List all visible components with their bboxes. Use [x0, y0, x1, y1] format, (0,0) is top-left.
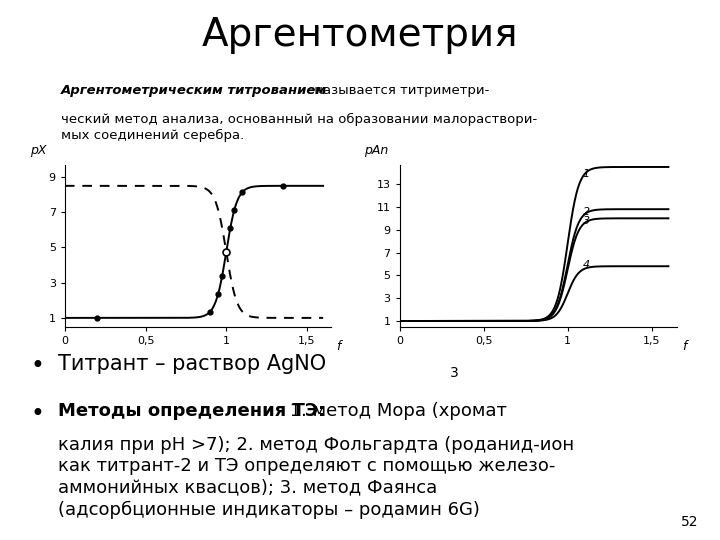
Text: 1: 1	[582, 168, 590, 179]
Text: pAn: pAn	[364, 144, 388, 157]
Text: f: f	[683, 340, 687, 353]
Text: калия при pH >7); 2. метод Фольгардта (роданид-ион
как титрант-2 и ТЭ определяют: калия при pH >7); 2. метод Фольгардта (р…	[58, 436, 574, 518]
Text: •: •	[30, 402, 44, 426]
Text: Аргентометрия: Аргентометрия	[202, 16, 518, 54]
Text: f: f	[336, 340, 341, 353]
Text: 1. метод Мора (хромат: 1. метод Мора (хромат	[284, 402, 508, 420]
Text: ческий метод анализа, основанный на образовании малораствори-
мых соединений сер: ческий метод анализа, основанный на обра…	[61, 113, 537, 141]
Text: 52: 52	[681, 515, 698, 529]
Text: pX: pX	[30, 144, 47, 157]
Text: называется титриметри-: называется титриметри-	[310, 84, 489, 97]
Text: Аргентометрическим титрованием: Аргентометрическим титрованием	[61, 84, 328, 97]
Text: 4: 4	[582, 260, 590, 269]
Text: 3: 3	[450, 366, 459, 380]
Text: 3: 3	[582, 215, 590, 226]
Text: 2: 2	[582, 207, 590, 218]
Text: Титрант – раствор AgNO: Титрант – раствор AgNO	[58, 354, 325, 374]
Text: Методы определения ТЭ:: Методы определения ТЭ:	[58, 402, 325, 420]
Text: •: •	[30, 354, 44, 377]
